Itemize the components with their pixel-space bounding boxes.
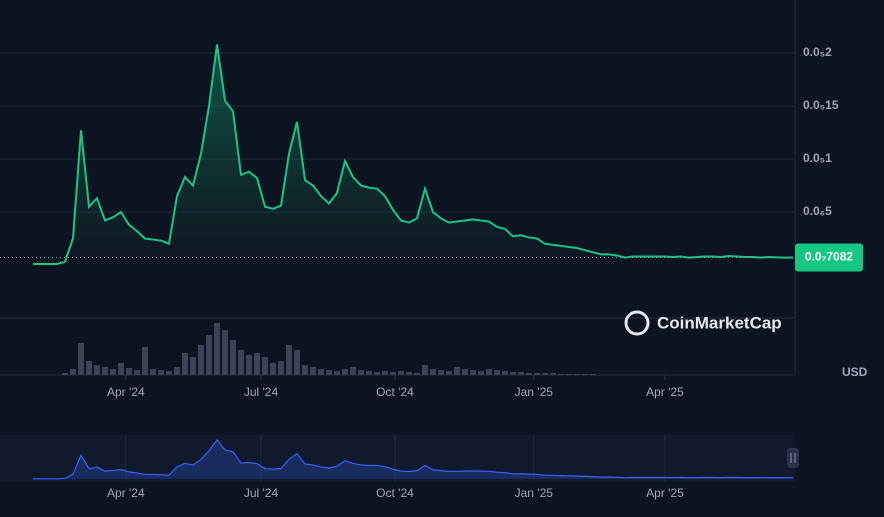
volume-bar: [422, 365, 428, 375]
volume-bar: [390, 372, 396, 375]
volume-bar: [182, 353, 188, 375]
volume-bar: [486, 369, 492, 375]
navigator-area: [33, 440, 793, 479]
volume-bar: [78, 343, 84, 375]
volume-bar: [126, 368, 132, 375]
price-line: [33, 44, 794, 265]
volume-bar: [470, 370, 476, 375]
volume-bar: [446, 371, 452, 375]
volume-bar: [510, 372, 516, 375]
navigator-tick-label: Apr '24: [107, 486, 145, 500]
price-badge: [795, 243, 863, 272]
volume-bar: [110, 369, 116, 375]
volume-bar: [158, 370, 164, 375]
volume-bar: [430, 369, 436, 375]
volume-bar: [534, 373, 540, 375]
x-tick-label: Oct '24: [376, 385, 414, 399]
watermark-text: CoinMarketCap: [657, 313, 782, 332]
volume-bar: [222, 330, 228, 375]
volume-bar: [86, 361, 92, 375]
volume-bar: [254, 353, 260, 375]
volume-bar: [214, 323, 220, 375]
volume-bar: [102, 367, 108, 375]
y-tick-label: 0.0₅2: [803, 45, 832, 59]
volume-bar: [174, 367, 180, 375]
volume-bar: [118, 363, 124, 375]
volume-bar: [558, 374, 564, 375]
volume-bar: [134, 370, 140, 375]
volume-bar: [342, 369, 348, 375]
y-tick-label: 0.0₅15: [803, 98, 839, 112]
navigator-line: [33, 439, 794, 480]
volume-bar: [286, 345, 292, 375]
volume-bar: [278, 361, 284, 375]
volume-bar: [246, 355, 252, 375]
volume-bar: [382, 371, 388, 375]
volume-bar: [526, 373, 532, 375]
volume-bar: [198, 345, 204, 375]
volume-bar: [334, 371, 340, 375]
volume-bar: [62, 373, 68, 375]
navigator[interactable]: [0, 435, 795, 482]
volume-bar: [438, 370, 444, 375]
volume-bar: [374, 372, 380, 375]
volume-bar: [366, 371, 372, 375]
volume-bar: [310, 367, 316, 375]
volume-bar: [294, 350, 300, 375]
volume-bar: [502, 371, 508, 375]
volume-bar: [358, 370, 364, 375]
current-price-label: 0.0₇7082: [805, 250, 854, 264]
volume-bar: [150, 369, 156, 375]
volume-bar: [542, 373, 548, 375]
price-area: [33, 44, 793, 265]
x-tick-label: Jul '24: [244, 385, 279, 399]
volume-bar: [406, 372, 412, 375]
volume-bar: [94, 365, 100, 375]
volume-bar: [238, 350, 244, 375]
volume-bar: [518, 372, 524, 375]
watermark: CoinMarketCap: [624, 310, 782, 336]
volume-bar: [142, 347, 148, 375]
volume-bar: [462, 369, 468, 375]
volume-bar: [566, 374, 572, 375]
x-tick-label: Jan '25: [515, 385, 554, 399]
navigator-tick-label: Jul '24: [244, 486, 279, 500]
volume-bar: [478, 371, 484, 375]
volume-bar: [574, 374, 580, 375]
volume-bar: [350, 367, 356, 375]
volume-bar: [318, 369, 324, 375]
volume-bar: [550, 373, 556, 375]
volume-bar: [190, 357, 196, 375]
volume-bar: [166, 371, 172, 375]
volume-bar: [70, 369, 76, 375]
volume-bar: [326, 370, 332, 375]
navigator-handle[interactable]: [787, 448, 799, 468]
volume-bar: [582, 374, 588, 375]
volume-bar: [398, 371, 404, 375]
volume-bar: [230, 340, 236, 375]
volume-bar: [590, 374, 596, 375]
volume-bar: [414, 373, 420, 375]
navigator-tick-label: Oct '24: [376, 486, 414, 500]
x-tick-label: Apr '25: [646, 385, 684, 399]
volume-bar: [262, 357, 268, 375]
y-tick-label: 0.0₅1: [803, 151, 832, 165]
currency-label: USD: [842, 365, 868, 379]
y-tick-label: 0.0₆5: [803, 204, 832, 218]
navigator-tick-label: Apr '25: [646, 486, 684, 500]
logo: [624, 310, 650, 336]
navigator-tick-label: Jan '25: [515, 486, 554, 500]
x-tick-label: Apr '24: [107, 385, 145, 399]
volume-bar: [454, 367, 460, 375]
volume-bar: [494, 370, 500, 375]
volume-bar: [270, 363, 276, 375]
volume-bar: [206, 335, 212, 375]
volume-bar: [302, 365, 308, 375]
